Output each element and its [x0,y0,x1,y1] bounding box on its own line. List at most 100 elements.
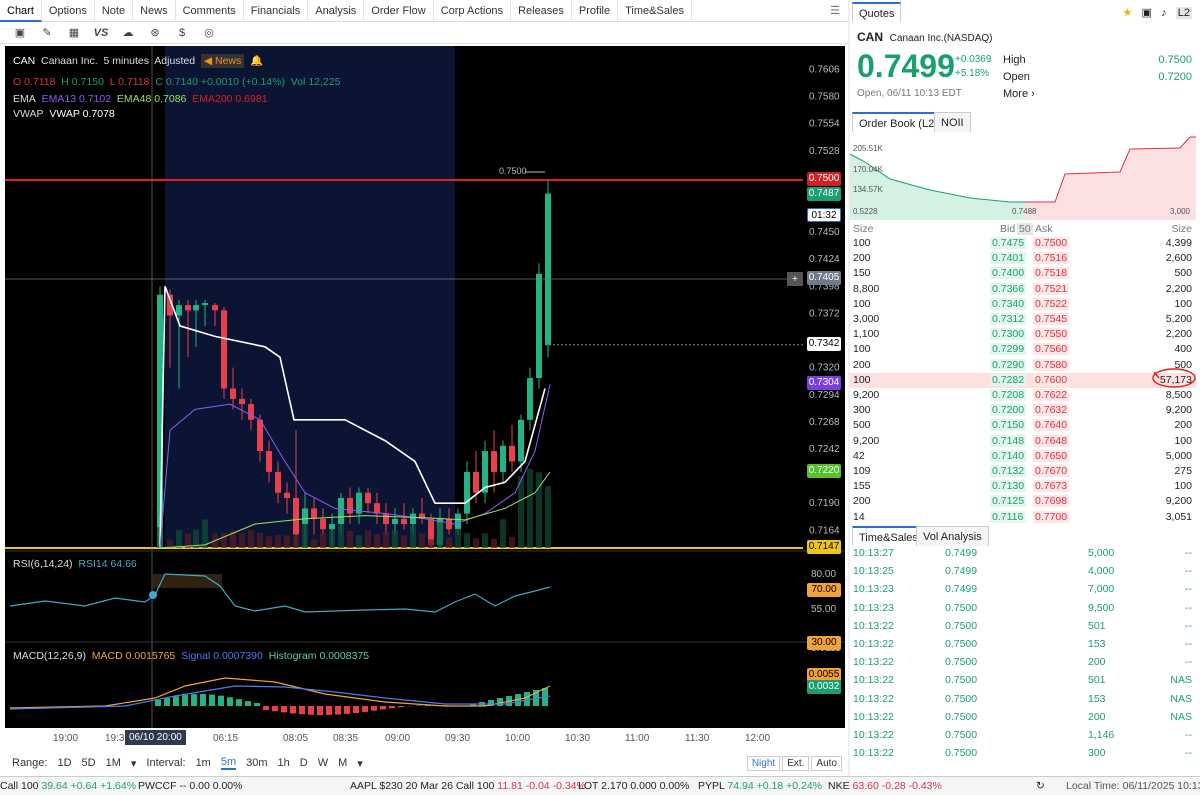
candle-body[interactable] [536,274,542,378]
candle-body[interactable] [248,404,254,420]
trade-row[interactable]: 10:13:22 0.7500 153 NAS [850,692,1196,707]
mode-auto[interactable]: Auto [811,756,842,771]
orderbook-row[interactable]: 100 0.7299 0.7560 400 [850,342,1196,357]
orderbook-row[interactable]: 8,800 0.7366 0.7521 2,200 [850,282,1196,297]
candle-body[interactable] [545,194,551,345]
tab-order-book[interactable]: Order Book (L2) [852,112,945,132]
orderbook-row[interactable]: 1,100 0.7300 0.7550 2,200 [850,327,1196,342]
crosshair-icon[interactable]: ▦ [66,26,82,39]
interval-W[interactable]: W [318,757,328,769]
more-link[interactable]: More › [1003,88,1035,100]
candle-body[interactable] [257,420,263,451]
interval-1h[interactable]: 1h [278,757,290,769]
bell-icon[interactable]: ♪ [1161,7,1167,19]
trade-row[interactable]: 10:13:22 0.7500 200 NAS [850,710,1196,725]
interval-dropdown-icon[interactable]: ▾ [357,757,363,770]
candle-body[interactable] [365,493,371,503]
trade-row[interactable]: 10:13:25 0.7499 4,000 -- [850,564,1196,579]
menu-icon[interactable]: ☰ [830,4,840,17]
candle-body[interactable] [185,305,191,310]
trade-row[interactable]: 10:13:23 0.7499 7,000 -- [850,582,1196,597]
candle-body[interactable] [491,451,497,472]
tab-news[interactable]: News [133,0,176,22]
chart-adjust[interactable]: Adjusted [154,55,195,67]
interval-1m[interactable]: 1m [196,757,211,769]
candle-body[interactable] [302,508,308,524]
tab-order-flow[interactable]: Order Flow [364,0,433,22]
refresh-icon[interactable]: ↻ [1036,780,1045,792]
range-1M[interactable]: 1M [106,757,121,769]
chart-canvas[interactable]: 0.7606 0.7580 0.7554 0.7528 0.7450 0.7424 0.73… [5,46,845,728]
tab-financials[interactable]: Financials [244,0,309,22]
orderbook-row[interactable]: 200 0.7401 0.7516 2,600 [850,251,1196,266]
tab-comments[interactable]: Comments [176,0,244,22]
candle-icon[interactable]: ▣ [12,26,28,39]
tab-profile[interactable]: Profile [572,0,618,22]
orderbook-row[interactable]: 150 0.7400 0.7518 500 [850,266,1196,281]
candle-body[interactable] [230,388,236,398]
tab-noii[interactable]: NOII [934,112,971,132]
trade-row[interactable]: 10:13:22 0.7500 501 -- [850,619,1196,634]
col-count[interactable]: 50 [1017,223,1033,235]
ticker-item[interactable]: Call 100 39.64 +0.64 +1.64% [0,780,136,792]
tab-analysis[interactable]: Analysis [308,0,364,22]
candle-body[interactable] [338,498,344,524]
candle-body[interactable] [401,519,407,524]
ticker-item[interactable]: PWCCF -- 0.00 0.00% [138,780,242,792]
settings-circle-icon[interactable]: ◎ [201,26,217,39]
orderbook-row[interactable]: 155 0.7130 0.7673 100 [850,479,1196,494]
candle-body[interactable] [374,503,380,513]
candle-body[interactable] [446,519,452,529]
candle-body[interactable] [239,399,245,404]
ticker-item[interactable]: LOT 2.170 0.000 0.00% [578,780,689,792]
bell-icon[interactable]: 🔔 [250,55,263,67]
candle-body[interactable] [266,451,272,472]
orderbook-row[interactable]: 300 0.7200 0.7632 9,200 [850,403,1196,418]
range-dropdown-icon[interactable]: ▾ [131,757,137,770]
orderbook-row[interactable]: 200 0.7290 0.7580 500 [850,358,1196,373]
trade-row[interactable]: 10:13:23 0.7500 9,500 -- [850,601,1196,616]
tab-corp-actions[interactable]: Corp Actions [434,0,511,22]
ticker-item[interactable]: NKE 63.60 -0.28 -0.43% [828,780,942,792]
orderbook-row[interactable]: 3,000 0.7312 0.7545 5,200 [850,312,1196,327]
orderbook-row[interactable]: 42 0.7140 0.7650 5,000 [850,449,1196,464]
interval-D[interactable]: D [300,757,308,769]
candle-body[interactable] [347,498,353,514]
candle-body[interactable] [202,303,208,305]
tab-time-sales[interactable]: Time&Sales [618,0,692,22]
range-1D[interactable]: 1D [57,757,71,769]
level2-icon[interactable]: L2 [1176,7,1192,19]
interval-30m[interactable]: 30m [246,757,267,769]
dollar-icon[interactable]: $ [174,27,190,39]
range-5D[interactable]: 5D [82,757,96,769]
star-icon[interactable]: ★ [1122,7,1132,19]
trade-row[interactable]: 10:13:22 0.7500 1,146 -- [850,728,1196,743]
candle-body[interactable] [275,472,281,493]
orderbook-row[interactable]: 100 0.7475 0.7500 4,399 [850,236,1196,251]
interval-5m[interactable]: 5m [221,756,236,770]
interval-M[interactable]: M [338,757,347,769]
candle-body[interactable] [392,519,398,524]
candle-body[interactable] [473,472,479,493]
trade-row[interactable]: 10:13:22 0.7500 200 -- [850,655,1196,670]
candle-body[interactable] [176,305,182,315]
pencil-icon[interactable]: ✎ [39,26,55,39]
ticker-item[interactable]: AAPL $230 20 Mar 26 Call 100 11.81 -0.04… [350,780,586,792]
candle-body[interactable] [311,508,317,518]
tab-options[interactable]: Options [42,0,95,22]
tab-chart[interactable]: Chart [0,0,42,22]
orderbook-row[interactable]: 100 0.7340 0.7522 100 [850,297,1196,312]
orderbook-row[interactable]: 200 0.7125 0.7698 9,200 [850,494,1196,509]
orderbook-row[interactable]: 500 0.7150 0.7640 200 [850,418,1196,433]
alert-icon[interactable]: ▣ [1142,7,1152,19]
candle-body[interactable] [293,498,299,534]
candle-body[interactable] [383,514,389,524]
orderbook-row[interactable]: 100 0.7282 0.7600 57,173 [850,373,1196,388]
add-line-icon[interactable]: + [787,272,803,286]
mode-night[interactable]: Night [747,756,780,771]
candle-body[interactable] [455,514,461,530]
tab-quotes[interactable]: Quotes [852,2,901,22]
candle-body[interactable] [464,472,470,514]
cloud-icon[interactable]: ☁ [120,26,136,39]
candle-body[interactable] [527,378,533,420]
